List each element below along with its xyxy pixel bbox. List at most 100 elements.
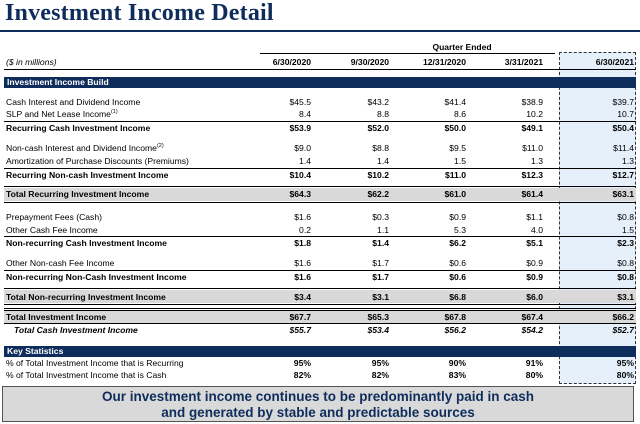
cell: $2.3 [617, 238, 634, 248]
cell: $50.4 [612, 123, 634, 133]
cell: 10.2 [526, 109, 543, 119]
cell: 95% [616, 358, 634, 368]
row-label: Total Recurring Investment Income [6, 189, 150, 199]
cell: $11.0 [444, 170, 466, 180]
cell: 1.3 [531, 156, 543, 166]
cell: $54.2 [521, 325, 543, 335]
cell: $8.8 [372, 143, 389, 153]
row-label: Other Cash Fee Income [6, 225, 98, 235]
column-header: 6/30/2021 [595, 57, 634, 67]
header-rule [4, 69, 636, 70]
column-header: 6/30/2020 [272, 57, 311, 67]
cell: $50.0 [444, 123, 466, 133]
subtotal-rule [4, 236, 636, 237]
column-header: 3/31/2021 [504, 57, 543, 67]
summary-banner: Our investment income continues to be pr… [2, 386, 634, 422]
cell: 82% [293, 370, 311, 380]
column-header: 12/31/2020 [422, 57, 466, 67]
row-label-text: SLP and Net Lease Income [6, 109, 111, 119]
cell: $65.3 [367, 312, 389, 322]
cell: $0.8 [617, 258, 634, 268]
cell: $67.8 [444, 312, 466, 322]
double-rule [4, 308, 636, 311]
table-row: Recurring Cash Investment Income $53.9 $… [4, 123, 636, 134]
cell: $39.7 [612, 97, 634, 107]
row-label-text: Non-cash Interest and Dividend Income [6, 143, 157, 153]
cell: $9.0 [294, 143, 311, 153]
highlight-column [559, 52, 636, 384]
column-header-row: ($ in millions) 6/30/2020 9/30/2020 12/3… [4, 57, 636, 68]
cell: $0.9 [526, 272, 543, 282]
cell: 5.3 [454, 225, 466, 235]
cell: $3.1 [372, 292, 389, 302]
table-row: Other Non-cash Fee Income $1.6 $1.7 $0.6… [4, 258, 636, 269]
page-title: Investment Income Detail [5, 0, 274, 26]
quarter-ended-label: Quarter Ended [432, 42, 492, 52]
total-rule [4, 323, 636, 324]
cell: $1.4 [372, 238, 389, 248]
cell: $56.2 [444, 325, 466, 335]
subtotal-rule [4, 168, 636, 169]
cell: 1.5 [622, 225, 634, 235]
table-row: Recurring Non-cash Investment Income $10… [4, 170, 636, 181]
row-label: Non-recurring Cash Investment Income [6, 238, 167, 248]
table-row: Total Recurring Investment Income $64.3 … [4, 189, 636, 200]
footnote-marker: (2) [156, 143, 164, 149]
cell: $1.1 [526, 212, 543, 222]
footnote-marker: (1) [110, 109, 118, 115]
row-label: % of Total Investment Income that is Rec… [6, 358, 184, 368]
total-rule [4, 186, 636, 187]
cell: 83% [448, 370, 466, 380]
section-title: Investment Income Build [7, 77, 109, 87]
cell: $63.1 [612, 189, 634, 199]
cell: $0.9 [526, 258, 543, 268]
cell: $62.2 [367, 189, 389, 199]
cell: $61.4 [521, 189, 543, 199]
cell: $10.2 [367, 170, 389, 180]
table-row: Non-recurring Cash Investment Income $1.… [4, 238, 636, 249]
row-label: % of Total Investment Income that is Cas… [6, 370, 167, 380]
cell: $66.2 [612, 312, 634, 322]
row-label: Recurring Non-cash Investment Income [6, 170, 169, 180]
cell: $53.9 [289, 123, 311, 133]
row-label: Non-cash Interest and Dividend Income(2) [6, 143, 164, 154]
cell: $64.3 [289, 189, 311, 199]
row-label: Total Cash Investment Income [14, 325, 138, 335]
cell: $43.2 [367, 97, 389, 107]
cell: $0.8 [617, 272, 634, 282]
cell: 1.5 [454, 156, 466, 166]
row-label: Cash Interest and Dividend Income [6, 97, 141, 107]
cell: $45.5 [289, 97, 311, 107]
cell: 10.7 [617, 109, 634, 119]
cell: 8.8 [377, 109, 389, 119]
cell: $1.6 [294, 212, 311, 222]
cell: $0.8 [617, 212, 634, 222]
cell: $1.8 [294, 238, 311, 248]
cell: $11.0 [522, 143, 543, 153]
section-title: Key Statistics [7, 346, 64, 356]
cell: $12.3 [521, 170, 543, 180]
cell: $1.7 [372, 258, 389, 268]
total-rule [4, 202, 636, 203]
cell: 80% [525, 370, 543, 380]
table-row: SLP and Net Lease Income(1) 8.4 8.8 8.6 … [4, 109, 636, 120]
quarter-ended-rule [260, 53, 555, 54]
table-row: Cash Interest and Dividend Income $45.5 … [4, 97, 636, 108]
cell: $1.6 [294, 272, 311, 282]
cell: $61.0 [444, 189, 466, 199]
cell: $0.3 [372, 212, 389, 222]
cell: $3.4 [294, 292, 311, 302]
cell: $11.4 [613, 143, 634, 153]
total-row-shade [4, 188, 636, 201]
cell: $6.0 [526, 292, 543, 302]
cell: $6.8 [449, 292, 466, 302]
row-label: Total Non-recurring Investment Income [6, 292, 166, 302]
row-label: Amortization of Purchase Discounts (Prem… [6, 156, 189, 166]
cell: 82% [371, 370, 389, 380]
subtotal-rule [4, 270, 636, 271]
row-label: SLP and Net Lease Income(1) [6, 109, 118, 120]
table-row: Total Investment Income $67.7 $65.3 $67.… [4, 312, 636, 323]
cell: $6.2 [449, 238, 466, 248]
cell: $67.7 [289, 312, 311, 322]
table-row: Non-cash Interest and Dividend Income(2)… [4, 143, 636, 154]
